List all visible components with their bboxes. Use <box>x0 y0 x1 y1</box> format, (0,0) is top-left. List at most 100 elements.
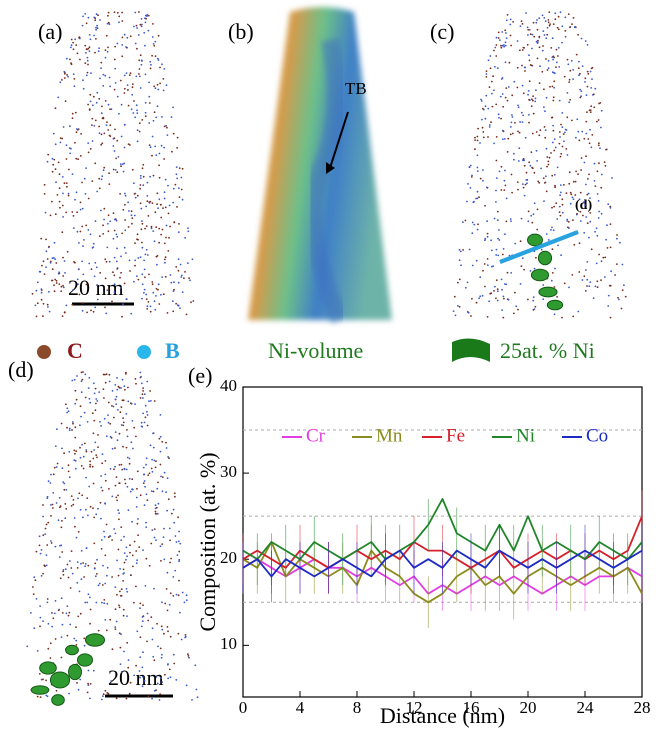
atom <box>125 46 127 48</box>
atom <box>161 116 163 118</box>
atom <box>72 503 75 506</box>
atom <box>26 645 29 648</box>
atom <box>73 517 76 519</box>
atom <box>150 400 152 402</box>
atom <box>154 308 157 311</box>
atom <box>141 393 144 396</box>
atom <box>589 197 591 200</box>
atom <box>97 50 100 53</box>
atom <box>92 507 94 509</box>
atom <box>61 520 63 522</box>
atom <box>598 102 600 105</box>
atom <box>588 236 590 239</box>
atom <box>92 669 95 672</box>
atom <box>495 189 497 192</box>
panel-label: (a) <box>38 19 62 44</box>
atom <box>177 281 180 284</box>
atom <box>72 289 74 291</box>
atom <box>131 168 134 171</box>
atom <box>79 446 81 449</box>
atom <box>125 558 127 561</box>
atom <box>551 174 554 177</box>
atom <box>547 160 550 163</box>
atom <box>586 70 589 73</box>
atom <box>496 299 499 302</box>
atom <box>42 302 45 305</box>
atom <box>595 262 598 265</box>
atom <box>76 211 78 214</box>
atom <box>176 206 178 208</box>
atom <box>538 134 541 137</box>
atom <box>172 310 175 313</box>
atom <box>35 550 38 553</box>
atom <box>533 171 536 174</box>
atom <box>486 316 489 318</box>
atom <box>140 228 143 231</box>
atom <box>127 659 130 661</box>
atom <box>488 300 490 303</box>
atom <box>177 187 180 190</box>
atom <box>123 561 126 564</box>
atom <box>68 476 71 479</box>
atom <box>501 44 504 47</box>
atom <box>509 218 512 220</box>
atom <box>164 673 166 676</box>
atom <box>38 535 41 538</box>
atom <box>468 248 471 251</box>
atom <box>188 656 190 659</box>
atom <box>513 312 515 315</box>
atom <box>158 699 161 701</box>
atom <box>105 629 108 632</box>
atom <box>36 650 39 652</box>
atom <box>552 23 555 25</box>
atom <box>67 470 70 473</box>
atom <box>508 254 511 257</box>
atom <box>528 121 530 124</box>
atom <box>623 284 625 287</box>
atom <box>154 55 157 58</box>
atom <box>596 120 598 123</box>
atom <box>174 495 176 498</box>
atom <box>81 309 84 312</box>
atom <box>127 509 130 512</box>
legend-text: Ni-volume <box>268 338 363 363</box>
atom <box>100 61 103 64</box>
atom <box>74 261 76 264</box>
atom <box>96 400 99 402</box>
atom <box>87 564 90 567</box>
iso-surface <box>30 685 50 695</box>
atom <box>161 228 164 231</box>
atom <box>139 494 142 497</box>
atom <box>166 626 169 628</box>
atom <box>617 296 619 299</box>
atom <box>177 231 180 234</box>
atom <box>184 636 187 639</box>
atom <box>171 150 173 153</box>
atom <box>146 380 149 383</box>
atom <box>75 44 78 46</box>
atom <box>509 133 512 136</box>
atom <box>84 62 87 64</box>
atom <box>162 536 165 538</box>
atom <box>125 588 128 590</box>
atom <box>543 182 546 184</box>
atom <box>95 402 97 405</box>
atom <box>600 109 603 112</box>
atom <box>603 161 606 164</box>
atom <box>114 628 117 630</box>
atom <box>68 168 70 171</box>
atom <box>565 148 568 150</box>
atom <box>164 258 166 261</box>
atom <box>161 653 163 656</box>
atom <box>72 422 74 425</box>
atom <box>127 201 129 204</box>
atom <box>170 512 173 515</box>
atom <box>506 271 509 274</box>
atom <box>126 590 129 593</box>
atom <box>598 162 600 165</box>
atom <box>107 222 109 225</box>
atom <box>590 146 593 149</box>
atom <box>498 239 501 241</box>
atom <box>88 376 91 379</box>
atom <box>114 465 116 468</box>
